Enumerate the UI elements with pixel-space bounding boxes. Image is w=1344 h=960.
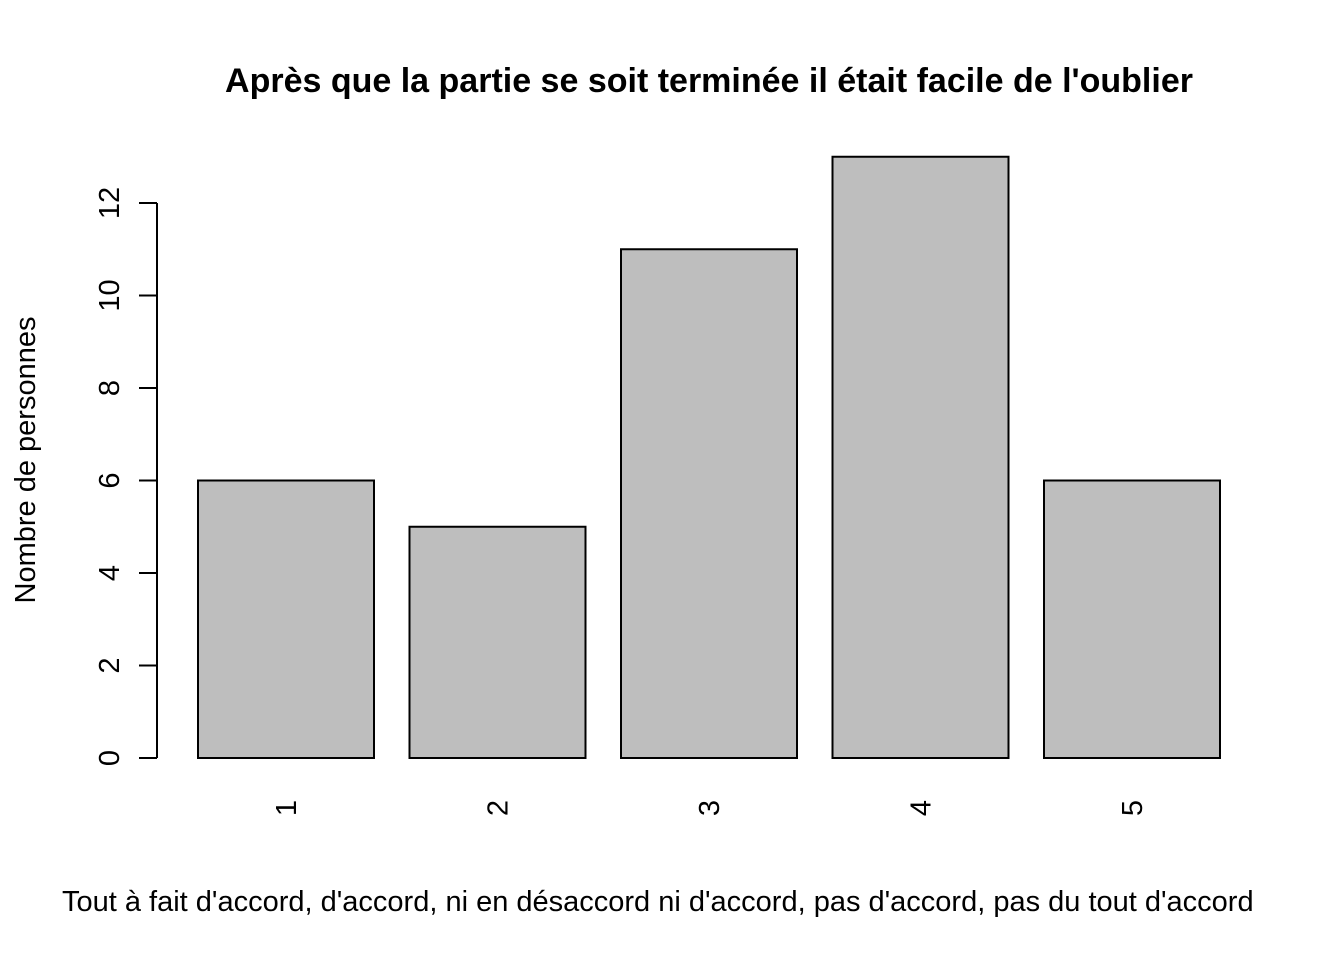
bar-4 bbox=[831, 155, 1010, 759]
bar-5 bbox=[1043, 479, 1221, 759]
y-tick-label-10: 10 bbox=[94, 279, 126, 311]
x-tick-labels: 1 2 3 4 5 bbox=[271, 800, 1149, 816]
y-axis-label: Nombre de personnes bbox=[10, 317, 42, 604]
bars-group bbox=[197, 155, 1221, 759]
x-tick-label-3: 3 bbox=[694, 800, 726, 816]
y-tick-label-8: 8 bbox=[94, 380, 126, 396]
x-tick-label-1: 1 bbox=[271, 800, 303, 816]
y-tick-label-2: 2 bbox=[94, 657, 126, 673]
y-tick-label-12: 12 bbox=[94, 187, 126, 219]
bar-2 bbox=[408, 525, 587, 759]
y-tick-label-4: 4 bbox=[94, 565, 126, 581]
y-axis: 0 2 4 6 8 10 12 bbox=[94, 187, 158, 766]
chart-title: Après que la partie se soit terminée il … bbox=[225, 62, 1193, 100]
x-tick-label-5: 5 bbox=[1117, 800, 1149, 816]
x-tick-label-2: 2 bbox=[483, 800, 515, 816]
y-tick-label-6: 6 bbox=[94, 472, 126, 488]
x-axis-label: Tout à fait d'accord, d'accord, ni en dé… bbox=[62, 886, 1254, 918]
y-tick-label-0: 0 bbox=[94, 750, 126, 766]
x-tick-label-4: 4 bbox=[906, 800, 938, 816]
bar-1 bbox=[197, 479, 375, 759]
bar-3 bbox=[620, 248, 798, 759]
